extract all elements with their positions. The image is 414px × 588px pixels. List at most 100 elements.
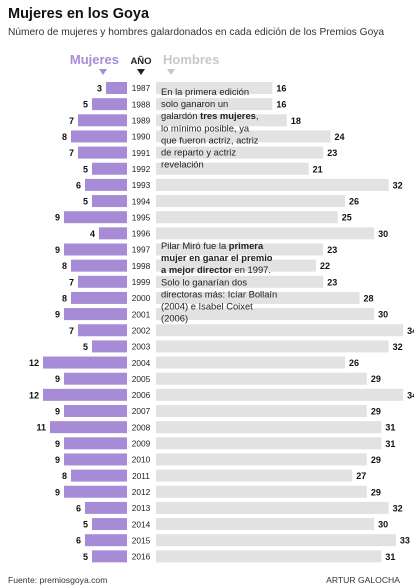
women-value-label: 7 (69, 116, 74, 126)
women-bar (92, 550, 127, 563)
year-label: 1999 (132, 277, 151, 287)
men-value-label: 31 (385, 552, 395, 562)
women-bar (71, 291, 127, 304)
women-value-label: 9 (55, 245, 60, 255)
women-value-label: 6 (76, 503, 81, 513)
women-value-label: 9 (55, 374, 60, 384)
annotation-line: lo mínimo posible, ya (161, 122, 250, 133)
men-value-label: 23 (327, 148, 337, 158)
men-bar (156, 550, 382, 563)
men-bar (156, 259, 316, 272)
annotation-line: a mejor director en 1997. (161, 264, 271, 275)
men-value-label: 25 (342, 213, 352, 223)
women-value-label: 7 (69, 326, 74, 336)
men-bar (156, 485, 367, 498)
annotation-line: mujer en ganar el premio (161, 252, 273, 263)
men-value-label: 24 (334, 132, 344, 142)
men-value-label: 21 (313, 164, 323, 174)
year-label: 1996 (132, 229, 151, 239)
men-value-label: 23 (327, 245, 337, 255)
year-label: 1990 (132, 132, 151, 142)
men-bar (156, 469, 353, 482)
men-value-label: 18 (291, 116, 301, 126)
men-bar (156, 98, 273, 111)
author-credit: ARTUR GALOCHA (326, 575, 400, 585)
year-label: 1991 (132, 148, 151, 158)
men-value-label: 34 (407, 326, 414, 336)
men-bar (156, 372, 367, 385)
men-bar (156, 308, 375, 321)
women-bar (50, 421, 127, 434)
women-value-label: 3 (97, 84, 102, 94)
men-value-label: 29 (371, 407, 381, 417)
year-label: 2000 (132, 293, 151, 303)
men-value-label: 30 (378, 229, 388, 239)
women-value-label: 8 (62, 261, 67, 271)
women-bar (92, 518, 127, 531)
men-bar (156, 437, 382, 450)
women-bar (43, 388, 127, 401)
annotation-line: de reparto y actriz (161, 147, 236, 158)
men-value-label: 26 (349, 197, 359, 207)
men-bar (156, 405, 367, 417)
men-bar (156, 178, 389, 191)
women-value-label: 8 (62, 132, 67, 142)
men-bar (156, 518, 375, 531)
women-value-label: 7 (69, 277, 74, 287)
women-bar (64, 211, 127, 224)
annotation-line: Solo lo ganarían dos (161, 276, 247, 287)
men-value-label: 23 (327, 277, 337, 287)
women-value-label: 12 (29, 358, 39, 368)
women-value-label: 5 (83, 100, 88, 110)
women-bar (85, 501, 127, 514)
year-label: 1998 (132, 261, 151, 271)
women-bar (71, 259, 127, 272)
women-value-label: 5 (83, 342, 88, 352)
year-label: 2002 (132, 325, 151, 335)
year-label: 2007 (132, 406, 151, 416)
year-label: 2011 (132, 471, 150, 481)
men-bar (156, 356, 346, 369)
women-value-label: 5 (83, 520, 88, 530)
annotation-pilar-miro: Pilar Miró fue la primera mujer en ganar… (161, 240, 277, 324)
women-bar (64, 243, 127, 256)
annotation-line: Pilar Miró fue la primera (161, 240, 264, 251)
men-value-label: 22 (320, 261, 330, 271)
men-bar (156, 227, 375, 240)
women-bar (92, 340, 127, 353)
women-bar (64, 372, 127, 385)
annotation-line: directoras más: Icíar Bollaín (161, 288, 277, 299)
women-bar (71, 469, 127, 482)
men-value-label: 27 (356, 471, 366, 481)
men-value-label: 29 (371, 455, 381, 465)
men-bar (156, 130, 331, 143)
women-header-arrow-icon (99, 69, 107, 75)
women-bar (64, 405, 127, 417)
men-value-label: 29 (371, 487, 381, 497)
annotation-line: revelación (161, 159, 204, 170)
women-value-label: 9 (55, 455, 60, 465)
year-label: 2001 (132, 309, 151, 319)
women-value-label: 12 (29, 390, 39, 400)
men-value-label: 29 (371, 374, 381, 384)
men-value-label: 26 (349, 358, 359, 368)
year-header: AÑO (130, 56, 151, 67)
annotation-line: (2006) (161, 313, 188, 324)
men-bar (156, 82, 273, 94)
women-value-label: 6 (76, 180, 81, 190)
women-value-label: 8 (62, 471, 67, 481)
women-bar (64, 308, 127, 321)
men-bar (156, 243, 324, 256)
year-header-arrow-icon (137, 69, 145, 75)
men-bar (156, 162, 309, 175)
men-bar (156, 534, 396, 547)
source-note: Fuente: premiosgoya.com (8, 575, 108, 585)
year-label: 1989 (132, 116, 151, 126)
year-label: 1992 (132, 164, 151, 174)
women-bar (85, 178, 127, 191)
women-value-label: 9 (55, 439, 60, 449)
year-label: 1993 (132, 180, 151, 190)
chart-subtitle: Número de mujeres y hombres galardonados… (8, 27, 385, 38)
year-label: 2003 (132, 342, 151, 352)
